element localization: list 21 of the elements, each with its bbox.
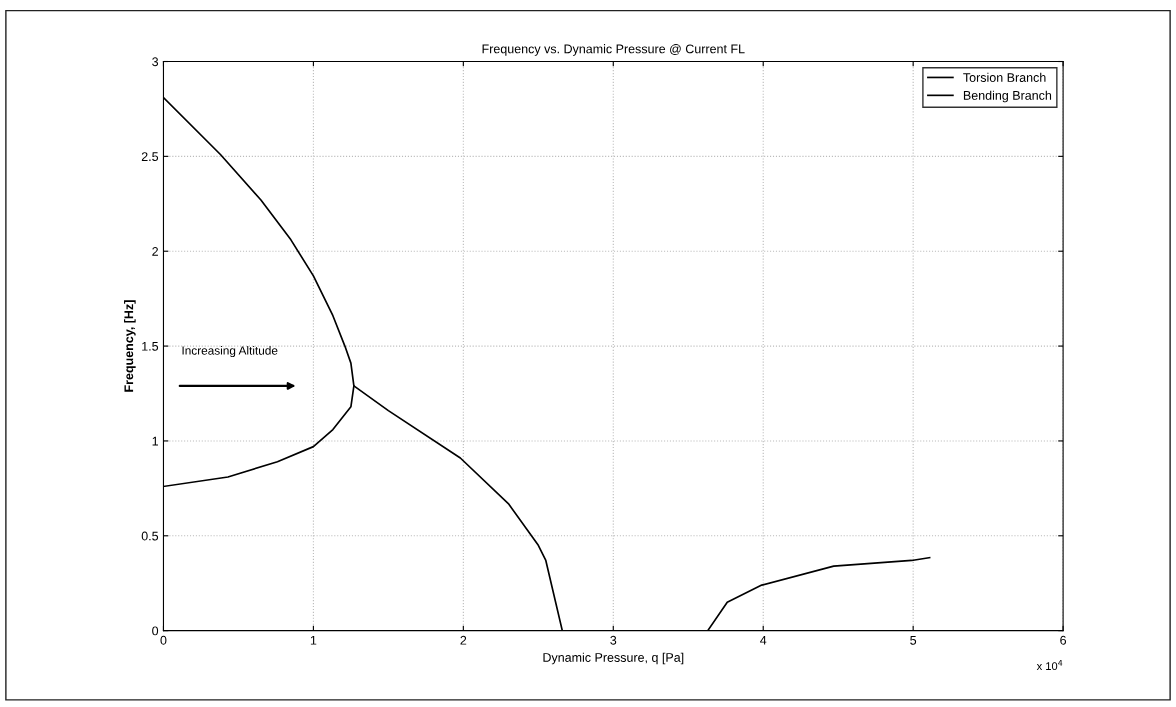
x-tick-label: 6 xyxy=(1060,635,1067,645)
x-tick-label: 4 xyxy=(760,635,767,645)
x-axis-title: Dynamic Pressure, q [Pa] xyxy=(543,652,684,665)
y-tick-label: 3 xyxy=(152,57,159,67)
annotation: Increasing Altitude xyxy=(182,346,278,358)
x-tick-label: 3 xyxy=(610,635,617,645)
x-tick-label: 2 xyxy=(460,635,467,645)
x-tick-label: 5 xyxy=(910,635,917,645)
legend-label: Bending Branch xyxy=(963,90,1052,103)
legend-label: Torsion Branch xyxy=(963,72,1046,82)
y-tick-label: 0.5 xyxy=(141,531,159,541)
y-tick-label: 2.5 xyxy=(141,152,159,162)
y-axis-title: Frequency, [Hz] xyxy=(124,300,136,392)
y-tick-label: 1 xyxy=(152,436,158,446)
x-tick-label: 0 xyxy=(160,635,167,645)
text: x 10$^{4}$ xyxy=(1036,660,1063,671)
y-tick-label: 0 xyxy=(152,626,159,636)
chart-title: Frequency vs. Dynamic Pressure @ Current FL xyxy=(482,44,745,56)
y-tick-label: 1.5 xyxy=(142,342,159,351)
x-tick-label: 1 xyxy=(310,635,317,645)
y-tick-label: 2 xyxy=(152,247,158,256)
